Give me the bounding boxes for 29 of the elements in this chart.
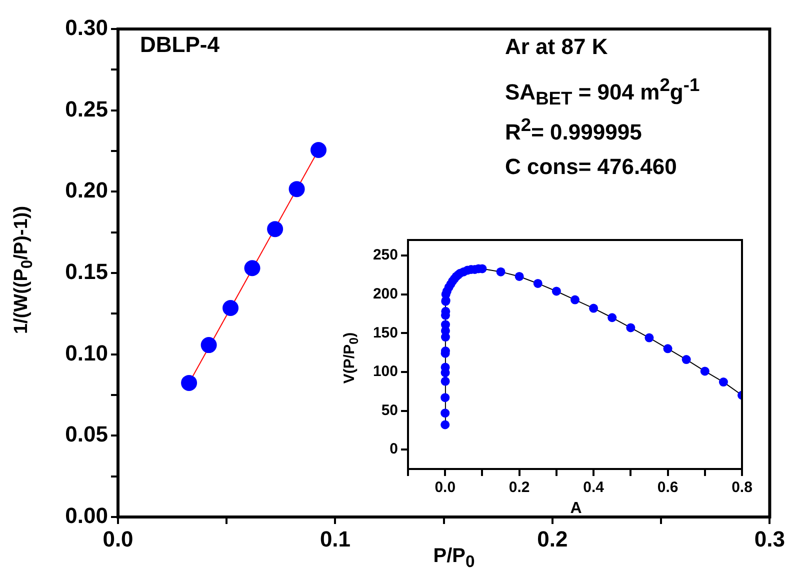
- annotation: Ar at 87 K: [505, 34, 608, 60]
- x-tick-label: 0.4: [583, 479, 605, 496]
- y-tick-label: 0.00: [65, 503, 108, 528]
- y-tick-label: 200: [372, 285, 398, 302]
- y-tick-label: 0: [390, 440, 398, 458]
- y-tick-label: 0.15: [65, 259, 108, 284]
- x-tick-label: 0.0: [434, 479, 456, 496]
- y-tick-label: 50: [381, 402, 398, 419]
- annotation: C cons= 476.460: [505, 154, 677, 180]
- x-tick-label: 0.8: [732, 479, 752, 496]
- y-tick-label: 0.20: [65, 178, 108, 203]
- x-axis-title: A: [570, 500, 582, 518]
- annotation: R$^{2}$= 0.999995: [505, 114, 642, 146]
- y-tick-label: 0.25: [65, 96, 108, 122]
- y-tick-label: 150: [372, 324, 398, 342]
- x-tick-label: 0.1: [320, 526, 351, 552]
- y-tick-label: 0.10: [65, 340, 108, 366]
- y-tick-label: 0.05: [65, 422, 108, 447]
- y-tick-label: 0.30: [65, 15, 108, 40]
- annotation: DBLP-4: [140, 32, 220, 58]
- y-tick-label: 250: [372, 246, 398, 264]
- x-axis-title: P/P$_{0}$: [433, 545, 475, 572]
- x-tick-label: 0.2: [537, 526, 568, 552]
- y-tick-label: 100: [372, 363, 398, 380]
- x-tick-label: 0.3: [754, 526, 786, 552]
- annotation: SA$_{BET}$ = 904 m$^{2}$g$^{-1}$: [505, 74, 700, 110]
- x-tick-label: 0.6: [657, 479, 678, 496]
- x-tick-label: 0.0: [102, 526, 134, 552]
- x-tick-label: 0.2: [508, 479, 530, 496]
